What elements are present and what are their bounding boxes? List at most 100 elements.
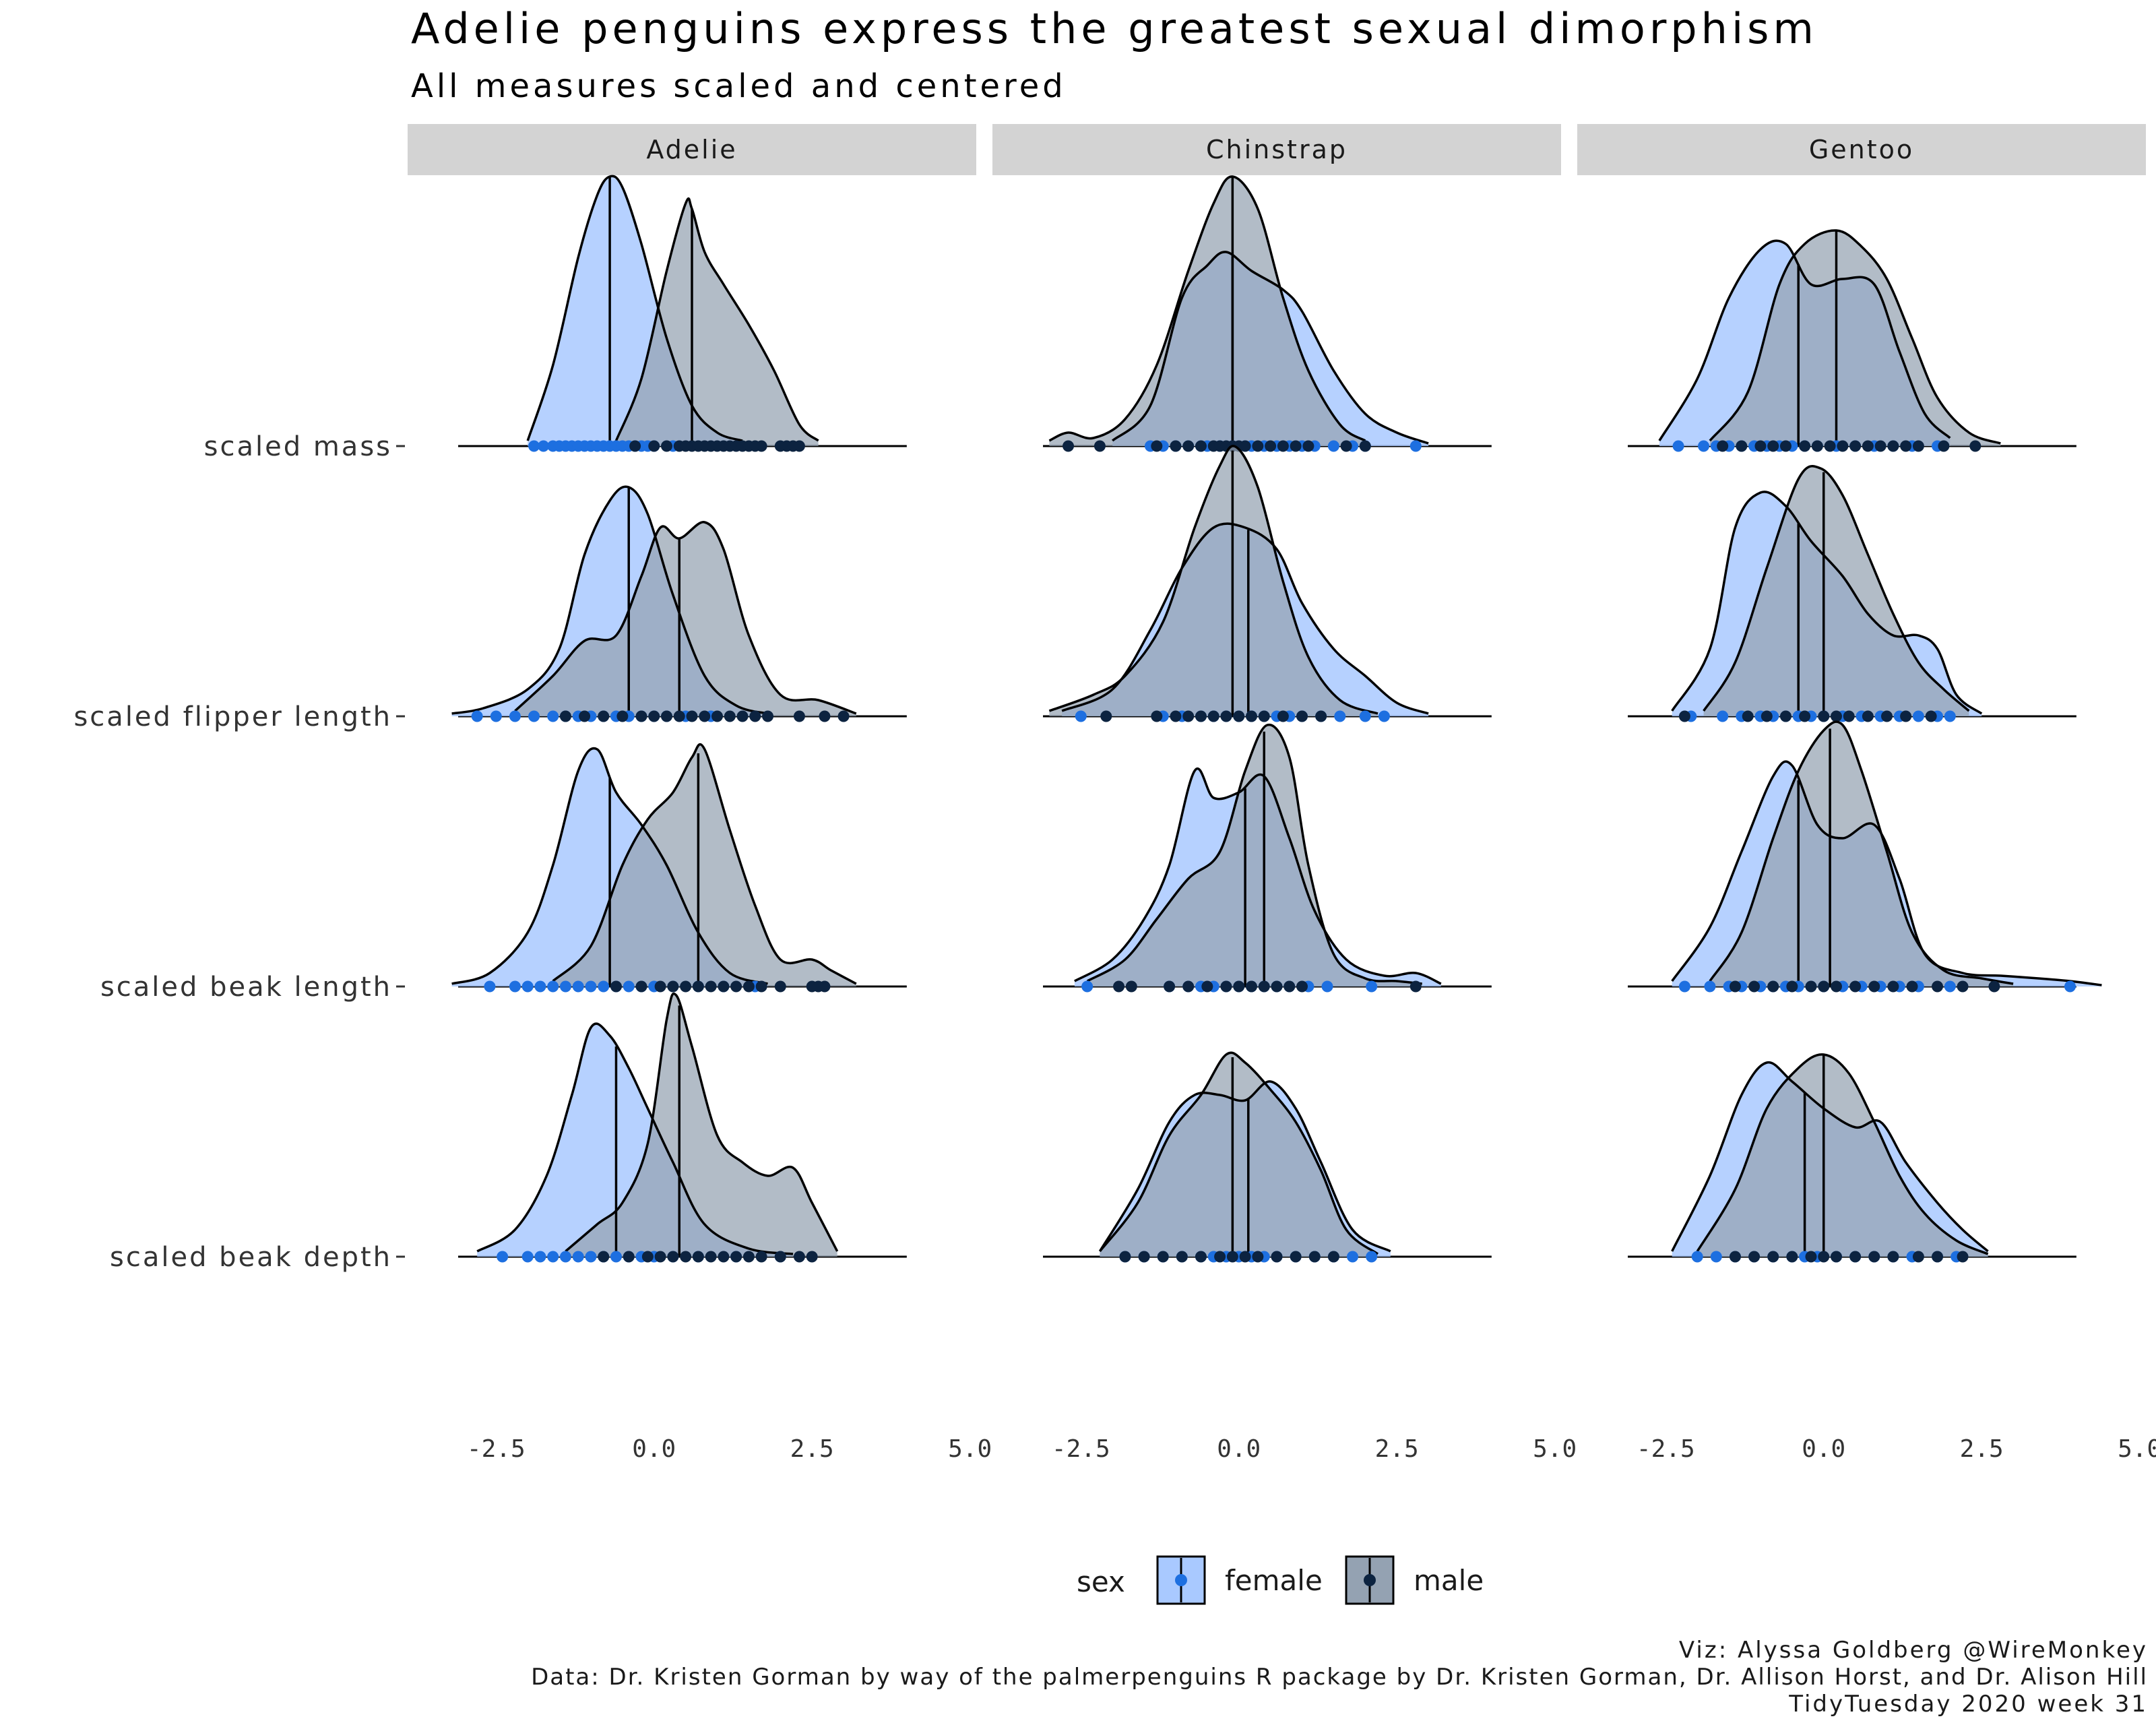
ridge-chinstrap-scaled-beak-depth — [1043, 1051, 1492, 1263]
observation-point-female — [1944, 710, 1956, 722]
observation-point-male — [1957, 980, 1969, 993]
observation-point-male — [1900, 710, 1912, 722]
observation-point-male — [635, 710, 647, 722]
observation-point-male — [1887, 1251, 1899, 1263]
legend-label-male: male — [1414, 1564, 1484, 1597]
ridge-adelie-scaled-beak-length — [451, 743, 907, 993]
observation-point-male — [730, 1251, 742, 1263]
observation-point-male — [1290, 440, 1302, 452]
observation-point-male — [705, 980, 717, 993]
caption-line-2: Data: Dr. Kristen Gorman by way of the p… — [531, 1664, 2148, 1691]
observation-point-male — [1830, 980, 1842, 993]
density-male — [1087, 724, 1422, 986]
observation-point-male — [1748, 980, 1761, 993]
observation-point-male — [1767, 980, 1779, 993]
density-outline-male — [1048, 175, 1366, 442]
observation-point-male — [1830, 1251, 1842, 1263]
y-tick-label: scaled mass — [204, 431, 392, 462]
observation-point-male — [648, 440, 660, 452]
observation-point-male — [1151, 710, 1163, 722]
observation-point-male — [1932, 980, 1944, 993]
observation-point-male — [692, 1251, 704, 1263]
observation-point-male — [730, 980, 742, 993]
density-outline-female — [1098, 1080, 1391, 1253]
observation-point-male — [1315, 710, 1327, 722]
observation-point-male — [718, 980, 730, 993]
observation-point-male — [686, 710, 698, 722]
chart-title: Adelie penguins express the greatest sex… — [411, 4, 1818, 53]
density-outline-male — [1048, 445, 1378, 715]
x-tick-label: 2.5 — [790, 1435, 834, 1463]
observation-point-male — [1170, 710, 1182, 722]
observation-point-male — [1868, 1251, 1880, 1263]
observation-point-female — [1710, 1251, 1722, 1263]
observation-point-male — [793, 710, 805, 722]
density-male — [552, 744, 856, 986]
density-male — [1703, 466, 1969, 716]
observation-point-male — [1805, 1251, 1817, 1263]
density-outline-male — [565, 992, 839, 1253]
observation-point-male — [1138, 1251, 1150, 1263]
observation-point-female — [1672, 440, 1684, 452]
observation-point-male — [1957, 1251, 1969, 1263]
observation-point-male — [742, 980, 755, 993]
observation-point-male — [1296, 980, 1308, 993]
caption-line-1: Viz: Alyssa Goldberg @WireMonkey — [1679, 1637, 2148, 1664]
observation-point-male — [1271, 1251, 1283, 1263]
observation-point-male — [1925, 710, 1937, 722]
observation-point-male — [1093, 440, 1106, 452]
observation-point-male — [616, 710, 629, 722]
density-outline-male — [1709, 229, 2001, 445]
observation-point-male — [1271, 980, 1283, 993]
observation-point-male — [629, 440, 641, 452]
x-tick-label: -2.5 — [1052, 1435, 1110, 1463]
observation-point-male — [660, 710, 672, 722]
density-outline-female — [1671, 491, 1983, 715]
observation-point-male — [1906, 980, 1918, 993]
ridge-gentoo-scaled-beak-depth — [1628, 1053, 2076, 1263]
observation-point-male — [654, 980, 666, 993]
observation-point-male — [692, 980, 704, 993]
observation-point-male — [1340, 440, 1352, 452]
density-male — [1709, 230, 2001, 446]
density-male — [1709, 722, 2014, 986]
density-male — [1100, 1053, 1378, 1257]
observation-point-male — [1862, 440, 1874, 452]
observation-point-female — [1704, 980, 1716, 993]
observation-point-female — [1366, 980, 1378, 993]
observation-point-male — [1214, 1251, 1226, 1263]
observation-point-male — [1258, 980, 1270, 993]
x-tick-label: 0.0 — [632, 1435, 676, 1463]
observation-point-female — [559, 980, 571, 993]
observation-point-female — [1912, 710, 1924, 722]
observation-point-male — [1849, 980, 1862, 993]
observation-point-female — [547, 710, 559, 722]
density-male — [1049, 176, 1366, 446]
observation-point-male — [1195, 1251, 1207, 1263]
observation-point-female — [521, 980, 534, 993]
observation-point-male — [1201, 980, 1213, 993]
observation-point-male — [1226, 1251, 1238, 1263]
observation-point-male — [1932, 1251, 1944, 1263]
observation-point-female — [528, 440, 540, 452]
x-tick-label: 0.0 — [1217, 1435, 1261, 1463]
observation-point-male — [1182, 440, 1195, 452]
observation-point-male — [1887, 440, 1899, 452]
observation-point-male — [1327, 1251, 1339, 1263]
observation-point-male — [1239, 1251, 1251, 1263]
observation-point-male — [1290, 1251, 1302, 1263]
observation-point-male — [1100, 710, 1112, 722]
observation-point-male — [1969, 440, 1981, 452]
observation-point-male — [1729, 1251, 1741, 1263]
observation-point-male — [1125, 980, 1137, 993]
observation-point-male — [1119, 1251, 1131, 1263]
observation-point-male — [1277, 710, 1289, 722]
observation-point-male — [1265, 440, 1277, 452]
observation-point-female — [1409, 440, 1422, 452]
observation-point-male — [1220, 980, 1232, 993]
observation-point-male — [1767, 1251, 1779, 1263]
observation-point-female — [1366, 1251, 1378, 1263]
observation-point-male — [1170, 440, 1182, 452]
observation-point-male — [1252, 440, 1264, 452]
density-outline-female — [1112, 251, 1429, 445]
